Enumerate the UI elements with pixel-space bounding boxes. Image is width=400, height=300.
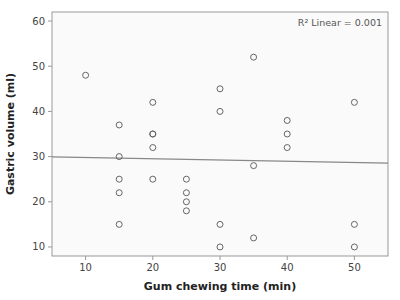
point [217,221,223,227]
point [284,117,290,123]
point [183,190,189,196]
y-axis-label: Gastric volume (ml) [4,73,17,195]
x-axis-label: Gum chewing time (min) [144,280,296,293]
point [150,131,156,137]
y-tick [48,156,52,157]
point [183,176,189,182]
point [116,221,122,227]
chart: 10 20 30 40 50 10 20 30 40 50 60 Gum chewing time (… [0,0,400,300]
point [150,99,156,105]
point [150,145,156,151]
point [351,221,357,227]
y-tick [48,66,52,67]
y-tick [48,111,52,112]
x-tick-label: 30 [214,262,227,273]
point [284,131,290,137]
point [217,86,223,92]
point [183,208,189,214]
x-tick-label: 10 [79,262,92,273]
x-tick [85,256,86,260]
point [183,199,189,205]
fit-line [52,157,388,163]
y-tick-label: 40 [32,106,45,117]
y-tick [48,21,52,22]
point [116,190,122,196]
annotation: R² Linear = 0.001 [298,17,382,28]
x-tick-label: 50 [348,262,361,273]
point [284,145,290,151]
point [83,72,89,78]
x-tick [354,256,355,260]
plot-frame [52,12,388,256]
point [251,235,257,241]
point [150,131,156,137]
y-tick [48,246,52,247]
y-tick-label: 10 [32,241,45,252]
y-tick-label: 50 [32,61,45,72]
x-tick-label: 20 [146,262,159,273]
point [351,244,357,250]
point [217,244,223,250]
x-tick [220,256,221,260]
y-tick-label: 20 [32,196,45,207]
point [251,54,257,60]
y-tick-label: 60 [32,16,45,27]
x-tick-label: 40 [281,262,294,273]
point [251,163,257,169]
point [150,176,156,182]
x-tick [287,256,288,260]
point [116,176,122,182]
point [351,99,357,105]
point [116,122,122,128]
y-tick-label: 30 [32,151,45,162]
y-tick [48,201,52,202]
point [217,108,223,114]
point [116,154,122,160]
x-tick [152,256,153,260]
plot-marks [52,54,388,250]
